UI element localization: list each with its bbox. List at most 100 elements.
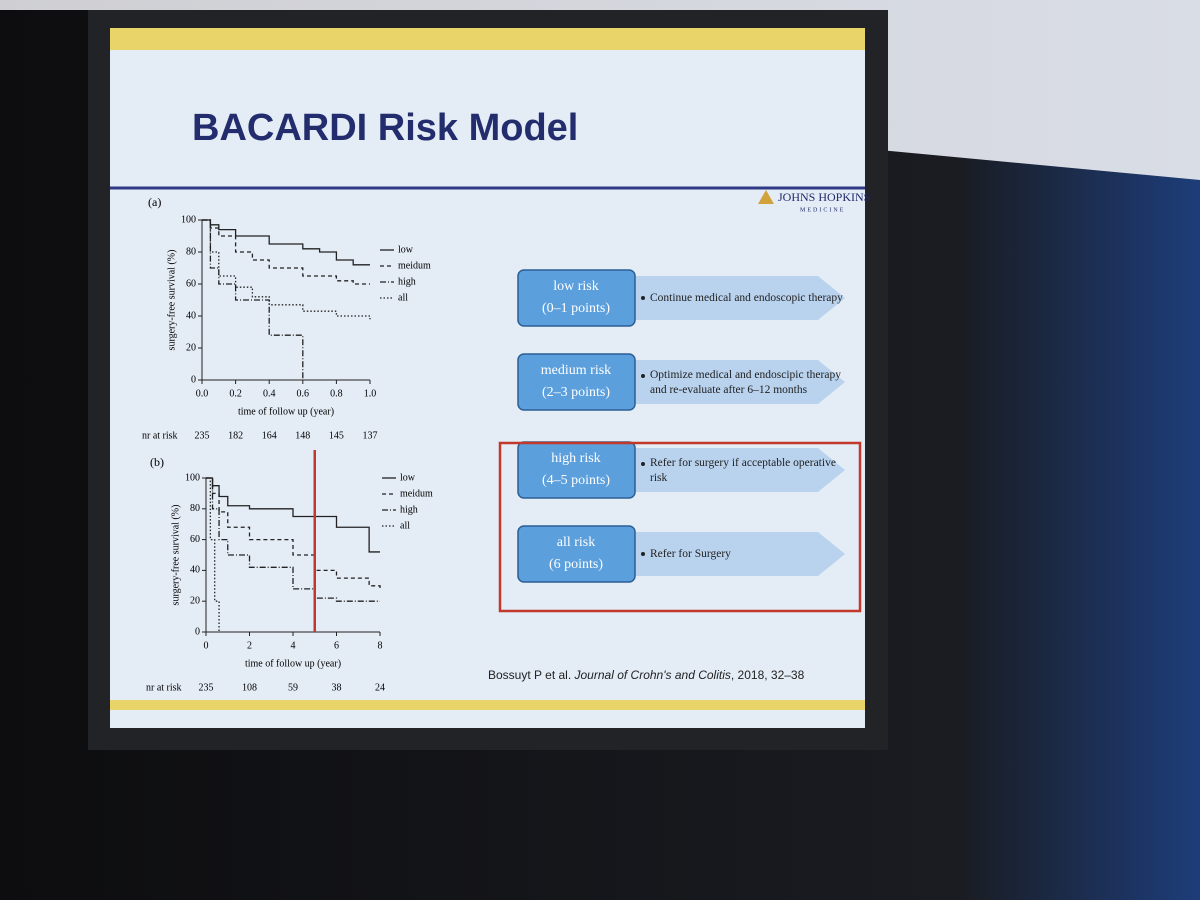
x-tick-label: 0.4 xyxy=(263,388,276,399)
x-tick-label: 4 xyxy=(291,640,296,651)
y-tick-label: 0 xyxy=(191,374,196,385)
risk-action-text: Continue medical and endoscopic therapy xyxy=(650,292,843,304)
survival-curve xyxy=(202,219,371,320)
panel-label: (a) xyxy=(148,195,161,209)
x-tick-label: 0 xyxy=(204,640,209,651)
risk-box xyxy=(517,353,636,411)
survival-curve xyxy=(206,477,380,553)
y-tick-label: 60 xyxy=(190,534,200,545)
x-tick-label: 6 xyxy=(334,640,339,651)
citation-details: , 2018, 32–38 xyxy=(731,668,805,682)
y-axis-label: surgery-free survival (%) xyxy=(170,505,181,606)
x-tick-label: 0.0 xyxy=(196,388,209,399)
y-tick-label: 40 xyxy=(190,565,200,576)
y-tick-label: 60 xyxy=(186,278,196,289)
x-tick-label: 0.6 xyxy=(297,388,310,399)
risk-points: (0–1 points) xyxy=(542,301,610,316)
y-axis-label: surgery-free survival (%) xyxy=(166,250,177,351)
risk-action-line: risk xyxy=(650,472,668,484)
risk-count: 137 xyxy=(363,430,378,441)
x-tick-label: 0.8 xyxy=(330,388,343,399)
km-chart: (a) 0 20 40 60 80 100 0.0 0.2 0.4 0.6 0.8 1.0 time of… xyxy=(142,195,431,442)
y-tick-label: 100 xyxy=(185,472,200,483)
risk-action-text: Refer for surgery if acceptable operativ… xyxy=(650,457,836,469)
risk-count: 164 xyxy=(262,430,277,441)
slide-bottom-band xyxy=(110,700,865,710)
risk-action-text: Refer for Surgery xyxy=(650,548,731,560)
x-axis-label: time of follow up (year) xyxy=(238,406,334,417)
risk-action: Optimize medical and endoscipic therapy a… xyxy=(650,369,841,396)
legend-label: all xyxy=(398,292,408,303)
risk-action: Refer for surgery if acceptable operativ… xyxy=(650,457,836,484)
risk-count: 148 xyxy=(295,430,310,441)
citation-journal: Journal of Crohn's and Colitis xyxy=(574,668,731,682)
risk-points: (4–5 points) xyxy=(542,473,610,488)
y-tick-label: 0 xyxy=(195,626,200,637)
x-tick-label: 2 xyxy=(247,640,252,651)
risk-action: Continue medical and endoscopic therapy xyxy=(650,292,843,304)
survival-curve xyxy=(206,477,381,589)
risk-table: low risk (0–1 points) Continue medical and… xyxy=(498,269,862,613)
x-tick-label: 8 xyxy=(378,640,383,651)
risk-count: 108 xyxy=(242,682,257,693)
slide-title: BACARDI Risk Model xyxy=(192,107,578,149)
bullet xyxy=(641,374,645,378)
logo-mark xyxy=(758,190,774,204)
bullet xyxy=(641,462,645,466)
y-tick-label: 100 xyxy=(181,214,196,225)
legend-label: meidum xyxy=(400,488,433,499)
survival-curve xyxy=(202,219,370,285)
highlight-box xyxy=(498,441,862,613)
risk-action-text: Optimize medical and endoscipic therapy xyxy=(650,369,841,381)
citation-authors: Bossuyt P et al. xyxy=(488,668,571,682)
action-arrow xyxy=(635,360,845,404)
citation: Bossuyt P et al. Journal of Crohn's and … xyxy=(488,668,805,682)
risk-points: (2–3 points) xyxy=(542,385,610,400)
panel-label: (b) xyxy=(150,455,164,469)
survival-curve xyxy=(202,219,370,266)
risk-action: Refer for Surgery xyxy=(650,548,731,560)
risk-count: 235 xyxy=(195,430,210,441)
logo-subtext: MEDICINE xyxy=(800,207,845,213)
risk-count: 235 xyxy=(199,682,214,693)
legend-label: high xyxy=(400,504,418,515)
bullet xyxy=(641,552,645,556)
slide-top-band xyxy=(110,28,865,50)
x-tick-label: 1.0 xyxy=(364,388,377,399)
risk-level: all risk xyxy=(557,535,596,550)
action-arrow xyxy=(635,532,845,576)
legend-label: low xyxy=(398,244,414,255)
y-tick-label: 80 xyxy=(190,503,200,514)
risk-box xyxy=(517,525,636,583)
survival-curve xyxy=(206,477,380,602)
action-arrow xyxy=(635,448,845,492)
x-axis-label: time of follow up (year) xyxy=(245,658,341,669)
risk-action-line: and re-evaluate after 6–12 months xyxy=(650,384,808,396)
risk-level: high risk xyxy=(551,451,600,466)
risk-count: 38 xyxy=(332,682,342,693)
risk-count: 182 xyxy=(228,430,243,441)
survival-curve xyxy=(202,219,304,380)
y-tick-label: 40 xyxy=(186,310,196,321)
y-tick-label: 80 xyxy=(186,246,196,257)
risk-count: 145 xyxy=(329,430,344,441)
risk-label: nr at risk xyxy=(146,682,182,693)
y-tick-label: 20 xyxy=(190,595,200,606)
action-arrow xyxy=(635,276,845,320)
logo-text: JOHNS HOPKINS xyxy=(778,190,870,204)
legend-label: meidum xyxy=(398,260,431,271)
legend-label: all xyxy=(400,520,410,531)
survival-curve xyxy=(206,477,220,632)
legend-label: high xyxy=(398,276,416,287)
risk-label: nr at risk xyxy=(142,430,178,441)
risk-count: 59 xyxy=(288,682,298,693)
legend-label: low xyxy=(400,472,416,483)
bullet xyxy=(641,296,645,300)
x-tick-label: 0.2 xyxy=(229,388,242,399)
risk-level: low risk xyxy=(553,279,599,294)
risk-points: (6 points) xyxy=(549,557,603,572)
risk-count: 24 xyxy=(375,682,385,693)
